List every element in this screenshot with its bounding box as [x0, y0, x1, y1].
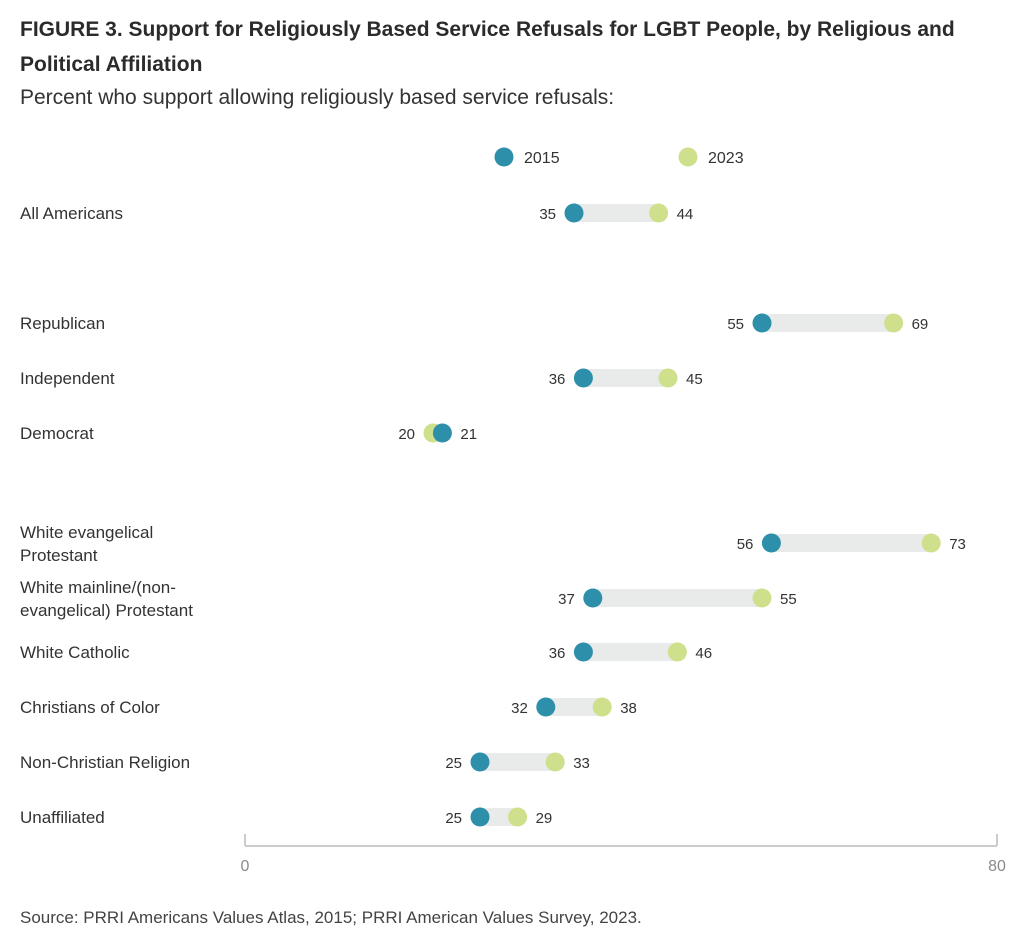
- marker-2023: [592, 697, 612, 717]
- value-label-high: 33: [573, 755, 590, 772]
- category-label: White mainline/(non-evangelical) Protest…: [20, 578, 193, 620]
- marker-2023: [658, 368, 678, 388]
- range-track: [771, 534, 932, 552]
- range-track: [583, 643, 678, 661]
- category-label: Christians of Color: [20, 698, 160, 717]
- category-label-line: Protestant: [20, 546, 98, 565]
- value-label-high: 73: [949, 536, 966, 553]
- category-label-line: Democrat: [20, 424, 94, 443]
- legend-marker-2015: [494, 147, 514, 167]
- category-label-line: White Catholic: [20, 643, 130, 662]
- chart-row: White Catholic 36 46: [20, 642, 712, 662]
- value-label-low: 36: [549, 371, 566, 388]
- range-track: [762, 314, 894, 332]
- value-label-low: 37: [558, 591, 575, 608]
- value-label-high: 46: [695, 645, 712, 662]
- value-label-high: 69: [912, 316, 929, 333]
- marker-2023: [545, 752, 565, 772]
- source-note: Source: PRRI Americans Values Atlas, 201…: [20, 908, 642, 927]
- marker-2015: [752, 313, 772, 333]
- marker-2015: [573, 368, 593, 388]
- legend: 2015 2023: [494, 147, 744, 167]
- value-label-high: 45: [686, 371, 703, 388]
- value-label-low: 35: [539, 206, 556, 223]
- marker-2015: [573, 642, 593, 662]
- range-track: [480, 753, 556, 771]
- chart-row: All Americans 35 44: [20, 203, 694, 223]
- marker-2023: [921, 533, 941, 553]
- range-track: [545, 698, 603, 716]
- value-label-low: 20: [398, 426, 415, 443]
- category-label: Non-Christian Religion: [20, 753, 190, 772]
- marker-2015: [564, 203, 584, 223]
- marker-2015: [536, 697, 556, 717]
- category-label: Unaffiliated: [20, 808, 105, 827]
- category-label-line: Christians of Color: [20, 698, 160, 717]
- chart-subtitle: Percent who support allowing religiously…: [20, 86, 615, 109]
- category-label-line: evangelical) Protestant: [20, 601, 193, 620]
- chart-row: White mainline/(non-evangelical) Protest…: [20, 578, 797, 620]
- marker-2023: [508, 807, 528, 827]
- chart-row: Democrat 20 21: [20, 423, 477, 443]
- chart-rows: All Americans 35 44 Republican 55 69 Independe…: [20, 203, 966, 827]
- marker-2015: [470, 807, 490, 827]
- range-track: [583, 369, 668, 387]
- category-label-line: Unaffiliated: [20, 808, 105, 827]
- category-label-line: Independent: [20, 369, 115, 388]
- marker-2023: [884, 313, 904, 333]
- category-label: Independent: [20, 369, 115, 388]
- value-label-high: 29: [536, 810, 553, 827]
- category-label-line: White mainline/(non-: [20, 578, 176, 597]
- category-label: Democrat: [20, 424, 94, 443]
- legend-label-2015: 2015: [524, 150, 560, 167]
- value-label-low: 56: [737, 536, 754, 553]
- marker-2015: [761, 533, 781, 553]
- chart-row: Republican 55 69: [20, 313, 929, 333]
- category-label: Republican: [20, 314, 105, 333]
- chart-row: White evangelical Protestant 56 73: [20, 523, 966, 565]
- marker-2023: [752, 588, 772, 608]
- value-label-low: 25: [445, 810, 462, 827]
- marker-2015: [432, 423, 452, 443]
- category-label: White evangelical Protestant: [20, 523, 153, 565]
- category-label: All Americans: [20, 204, 123, 223]
- marker-2023: [649, 203, 669, 223]
- value-label-high: 21: [460, 426, 477, 443]
- chart-row: Christians of Color 32 38: [20, 697, 637, 717]
- marker-2023: [667, 642, 687, 662]
- value-label-high: 44: [677, 206, 694, 223]
- value-label-low: 32: [511, 700, 528, 717]
- category-label-line: Republican: [20, 314, 105, 333]
- value-label-low: 36: [549, 645, 566, 662]
- category-label-line: White evangelical: [20, 523, 153, 542]
- value-label-low: 25: [445, 755, 462, 772]
- value-label-high: 55: [780, 591, 797, 608]
- marker-2015: [470, 752, 490, 772]
- range-track: [574, 204, 659, 222]
- x-axis: 0 80: [241, 834, 1006, 875]
- chart-row: Unaffiliated 25 29: [20, 807, 553, 827]
- category-label-line: All Americans: [20, 204, 123, 223]
- category-label-line: Non-Christian Religion: [20, 753, 190, 772]
- value-label-high: 38: [620, 700, 637, 717]
- chart-row: Non-Christian Religion 25 33: [20, 752, 590, 772]
- chart-row: Independent 36 45: [20, 368, 703, 388]
- legend-marker-2023: [678, 147, 698, 167]
- marker-2015: [583, 588, 603, 608]
- range-track: [592, 589, 762, 607]
- range-track: [480, 808, 518, 826]
- chart-title: FIGURE 3. Support for Religiously Based …: [20, 18, 955, 76]
- value-label-low: 55: [727, 316, 744, 333]
- x-tick-label: 0: [241, 858, 250, 875]
- category-label: White Catholic: [20, 643, 130, 662]
- x-tick-label: 80: [988, 858, 1006, 875]
- legend-label-2023: 2023: [708, 150, 744, 167]
